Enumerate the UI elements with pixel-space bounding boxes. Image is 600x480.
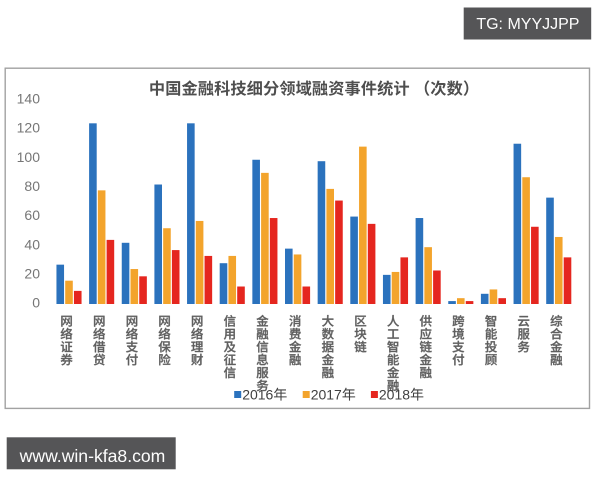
svg-text:TG: MYYJJPP: TG: MYYJJPP (476, 16, 579, 33)
svg-text:100: 100 (17, 149, 41, 165)
svg-text:2016: 2016 (242, 387, 273, 403)
svg-text:140: 140 (17, 91, 41, 107)
svg-text:80: 80 (24, 178, 40, 194)
svg-text:www.win-kfa8.com: www.win-kfa8.com (19, 446, 166, 466)
svg-text:2018: 2018 (379, 387, 410, 403)
svg-text:2017: 2017 (311, 387, 342, 403)
svg-text:0: 0 (32, 295, 40, 311)
svg-text:20: 20 (24, 266, 40, 282)
svg-text:60: 60 (24, 207, 40, 223)
svg-text:40: 40 (24, 236, 40, 252)
svg-text:120: 120 (17, 120, 41, 136)
